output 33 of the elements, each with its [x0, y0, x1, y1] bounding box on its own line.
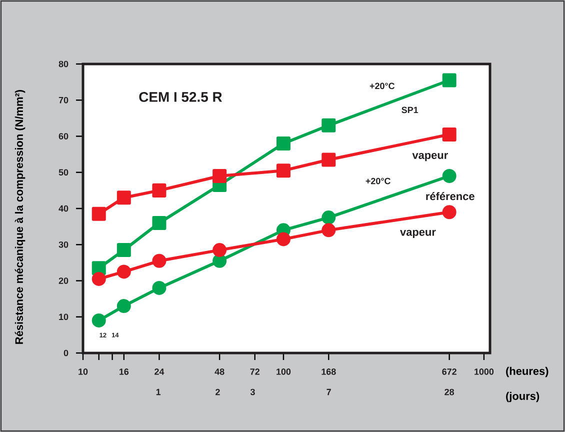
x-tick-label: 672 — [442, 368, 456, 375]
y-tick-label: 0 — [64, 350, 68, 356]
annotation: +20°C — [370, 82, 395, 90]
annotation: vapeur — [400, 230, 436, 238]
y-tick-label: 80 — [58, 60, 68, 68]
y-tick-label: 10 — [59, 314, 68, 320]
x2-axis-title: (jours) — [506, 392, 540, 402]
x-tick-label: 48 — [214, 368, 224, 375]
y-tick-label: 60 — [58, 133, 68, 140]
x-tick-label: 72 — [250, 368, 260, 375]
y-tick-label: 20 — [58, 278, 68, 284]
text: 2 — [216, 388, 220, 396]
x-tick-label: 16 — [119, 368, 129, 375]
y-axis-title: Résistance mécanique à la compression (N/mm²) — [14, 90, 26, 344]
y-tick-label: 70 — [58, 96, 68, 104]
x-tick-label: 24 — [154, 368, 164, 375]
x-tick-label: 168 — [322, 368, 336, 375]
annotation: SP1 — [402, 106, 418, 114]
x-axis-title: (heures) — [506, 366, 548, 378]
y-tick-label: 30 — [58, 241, 68, 248]
text: 28 — [444, 388, 454, 396]
annotation: référence — [426, 192, 474, 200]
x-tick-label: 10 — [78, 368, 88, 375]
text: CEM I 52.5 R — [139, 92, 222, 102]
annotation: vapeur — [412, 152, 448, 162]
y-tick-label: 40 — [58, 205, 68, 212]
text: 1 — [156, 388, 161, 396]
x-tick-label: 100 — [276, 368, 291, 375]
text: 7 — [326, 388, 331, 396]
y-tick-label: 50 — [58, 169, 68, 176]
text: 3 — [250, 388, 255, 396]
x-tick-label: 1000 — [474, 368, 494, 375]
annotation: +20°C — [366, 178, 390, 184]
